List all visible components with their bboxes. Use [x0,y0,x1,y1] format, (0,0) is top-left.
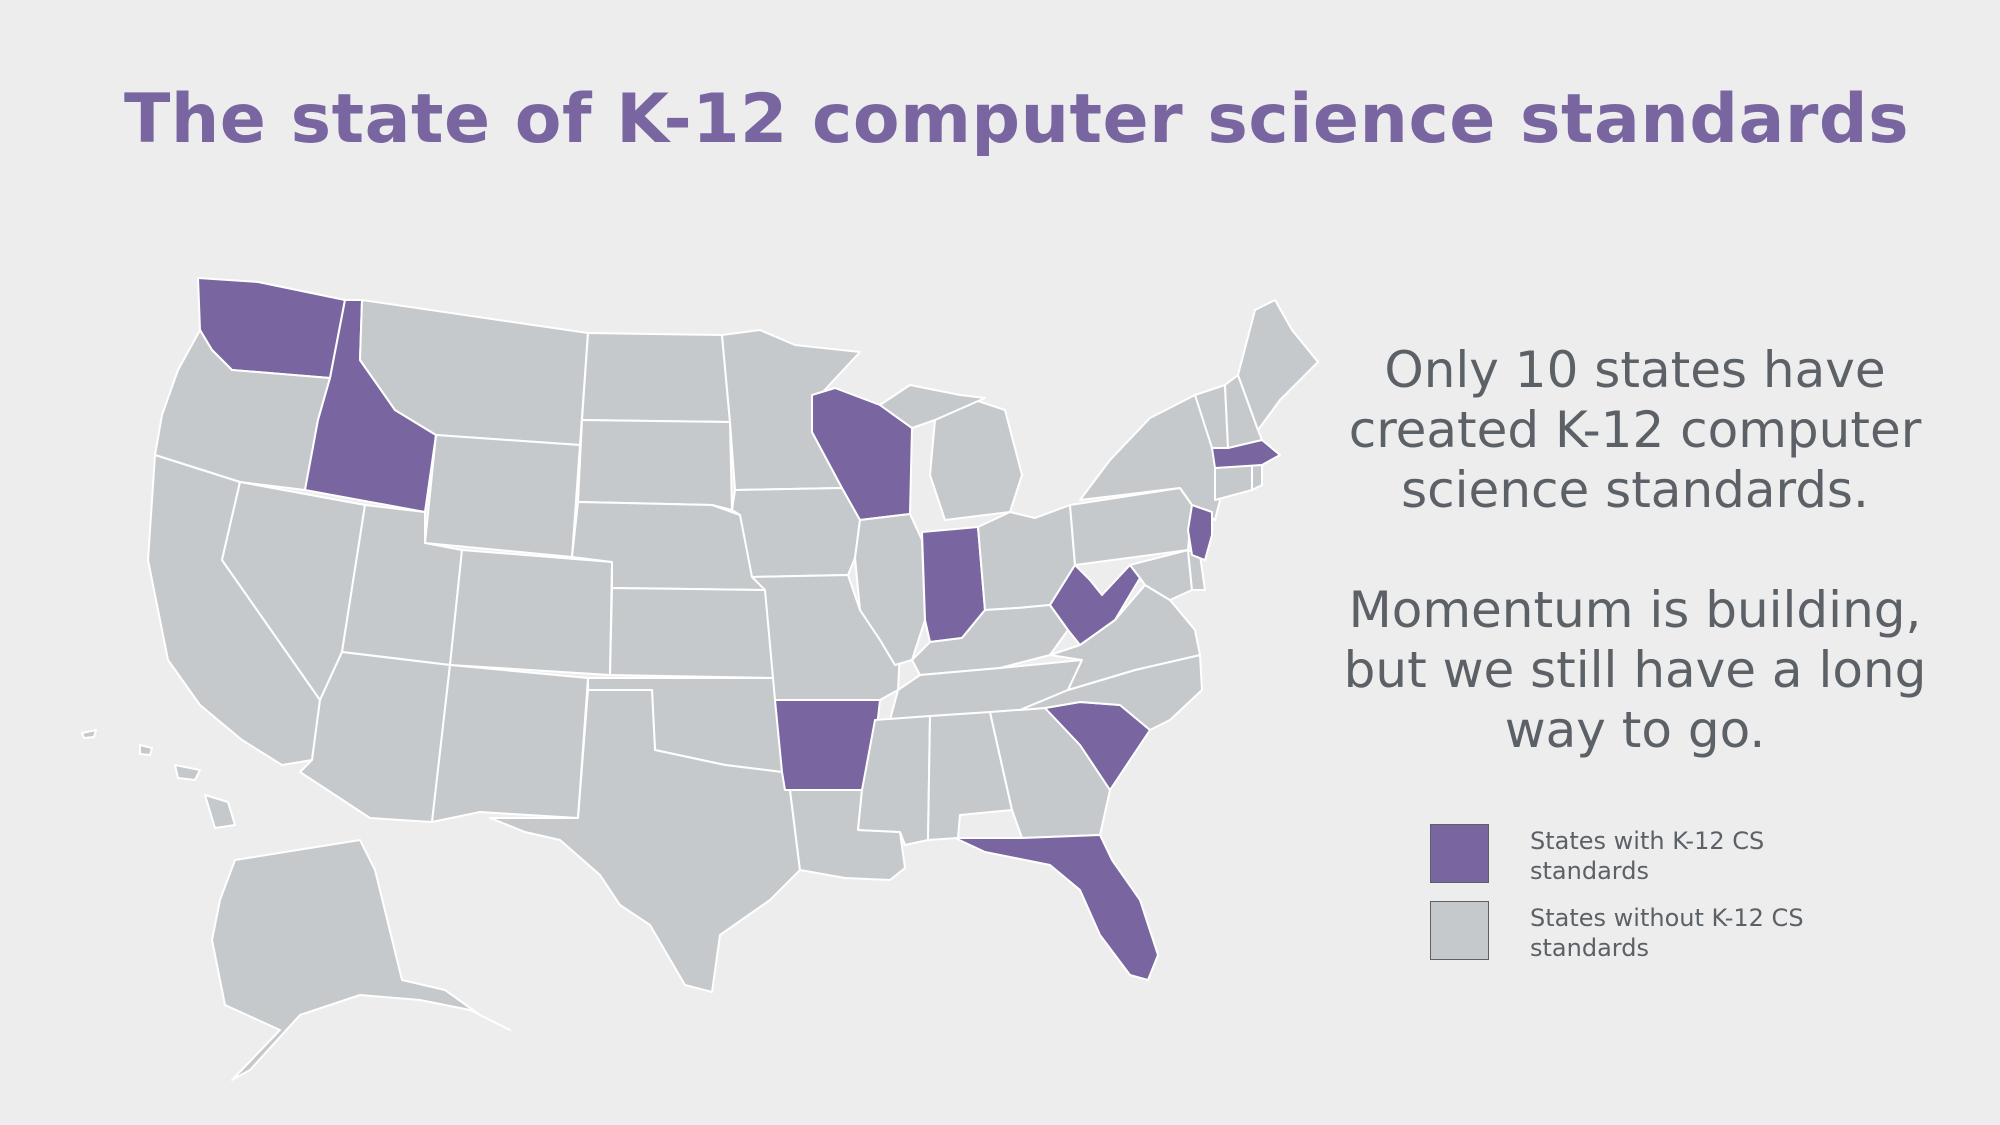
state-kansas [609,587,776,679]
legend-label-without: States without K-12 CS standards [1530,904,1804,962]
state-texas [489,689,801,993]
page-title: The state of K-12 computer science stand… [124,80,1910,159]
state-michigan [929,399,1023,521]
state-connecticut [1214,464,1253,501]
legend-swatch-gray [1430,901,1489,960]
state-new-mexico [431,664,589,823]
state-hawaii-3 [139,744,153,756]
legend-label-with: States with K-12 CS standards [1530,827,1765,885]
state-florida [954,834,1159,981]
legend-item-with-standards: States with K-12 CS standards [1430,824,1910,886]
state-alaska [211,839,511,1081]
momentum-text: Momentum is building, but we still have … [1343,581,1927,759]
state-maine [1237,299,1319,431]
state-colorado [449,549,613,676]
summary-text: Only 10 states have created K-12 compute… [1348,341,1922,519]
state-new-jersey [1187,504,1213,561]
state-west-virginia [1049,564,1141,646]
legend-swatch-purple [1430,824,1489,883]
state-north-dakota [581,332,731,423]
legend: States with K-12 CS standards States wit… [1430,824,1910,978]
legend-item-without-standards: States without K-12 CS standards [1430,901,1910,963]
state-rhode-island [1251,464,1263,491]
state-illinois [854,513,926,666]
state-iowa [731,487,861,578]
state-hawaii-1 [204,794,236,829]
state-new-hampshire [1224,374,1263,449]
state-hawaii-2 [174,764,201,781]
state-south-dakota [577,419,733,511]
state-hawaii-4 [81,729,97,739]
state-wyoming [424,434,581,558]
state-michigan-up [879,384,986,429]
